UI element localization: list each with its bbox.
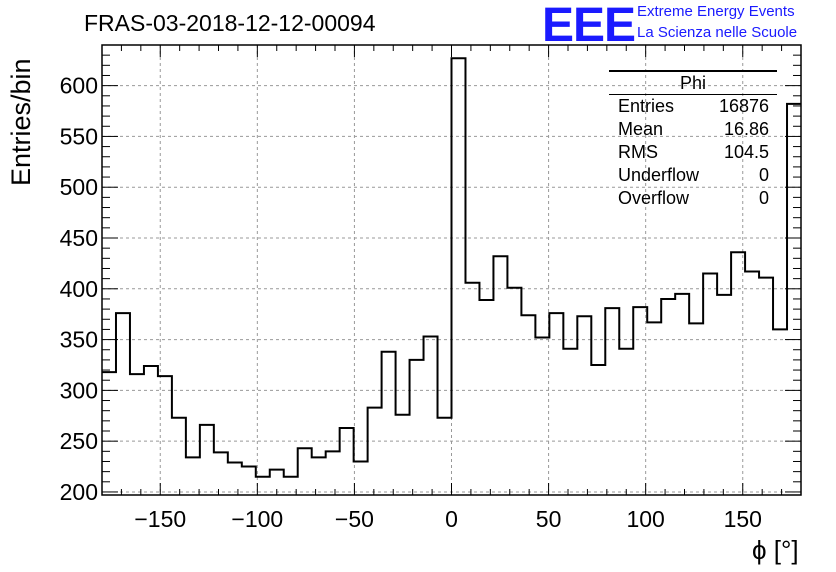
stats-value: 104.5 (723, 142, 769, 162)
histogram-title: FRAS-03-2018-12-12-00094 (84, 10, 376, 36)
y-tick-label: 200 (60, 479, 98, 505)
y-tick-label: 450 (60, 225, 98, 251)
x-tick-label: 50 (536, 506, 562, 532)
stats-label: Entries (618, 96, 675, 116)
y-tick-label: 500 (60, 174, 98, 200)
axis-ticks (102, 45, 801, 495)
stats-row-entries: Entries 16876 (609, 95, 777, 118)
y-tick-label: 400 (60, 276, 98, 302)
x-tick-label: 150 (724, 506, 762, 532)
x-axis-label: ϕ [°] (752, 535, 799, 565)
stats-value: 0 (758, 188, 769, 208)
axis-tick-labels: −150 −100 −50 0 50 100 150 200 250 300 350 400 450 50… (60, 73, 762, 532)
stats-label: Underflow (618, 165, 700, 185)
stats-value: 16.86 (723, 119, 769, 139)
eee-logo: EEE (542, 0, 636, 52)
y-axis-label: Entries/bin (6, 58, 36, 186)
y-tick-label: 550 (60, 123, 98, 149)
stats-row-mean: Mean 16.86 (609, 118, 777, 141)
stats-value: 16876 (718, 96, 769, 116)
stats-label: Overflow (618, 188, 690, 208)
stats-row-underflow: Underflow 0 (609, 164, 777, 187)
stats-label: Mean (618, 119, 664, 139)
y-tick-label: 250 (60, 428, 98, 454)
histogram-series (102, 57, 801, 478)
stats-row-rms: RMS 104.5 (609, 141, 777, 164)
y-tick-label: 300 (60, 377, 98, 403)
x-tick-label: 0 (445, 506, 458, 532)
y-tick-label: 350 (60, 327, 98, 353)
stats-value: 0 (758, 165, 769, 185)
x-tick-label: 100 (626, 506, 664, 532)
x-tick-label: −150 (134, 506, 186, 532)
x-tick-label: −50 (335, 506, 374, 532)
stats-row-overflow: Overflow 0 (609, 187, 777, 210)
stats-label: RMS (618, 142, 658, 162)
stats-box: Phi Entries 16876 Mean 16.86 RMS 104.5 U… (609, 70, 777, 210)
y-tick-label: 600 (60, 73, 98, 99)
stats-histogram-name: Phi (609, 70, 777, 95)
brand-line-1: Extreme Energy Events (637, 3, 795, 20)
brand-line-2: La Scienza nelle Scuole (637, 24, 798, 41)
x-tick-label: −100 (231, 506, 283, 532)
